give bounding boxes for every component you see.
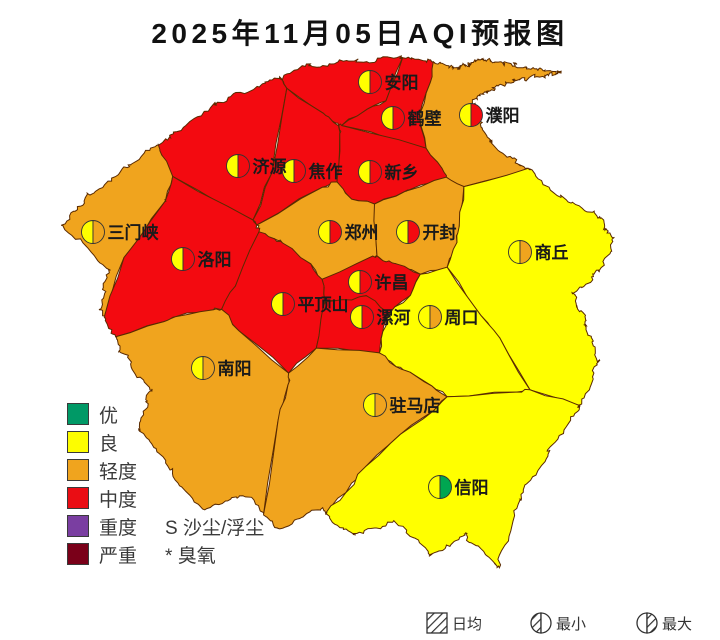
svg-text:三门峡: 三门峡: [108, 223, 160, 243]
svg-text:郑州: 郑州: [345, 223, 379, 243]
svg-text:焦作: 焦作: [308, 162, 343, 182]
svg-text:新乡: 新乡: [385, 163, 419, 183]
svg-text:信阳: 信阳: [455, 478, 489, 498]
svg-text:许昌: 许昌: [375, 273, 409, 293]
svg-text:漯河: 漯河: [377, 309, 411, 328]
svg-text:安阳: 安阳: [385, 73, 419, 93]
svg-text:驻马店: 驻马店: [390, 396, 441, 416]
svg-text:鹤壁: 鹤壁: [408, 109, 442, 129]
svg-text:商丘: 商丘: [535, 243, 569, 263]
svg-text:南阳: 南阳: [218, 359, 252, 379]
svg-text:开封: 开封: [423, 223, 457, 243]
svg-text:济源: 济源: [253, 157, 287, 177]
svg-text:濮阳: 濮阳: [486, 106, 520, 126]
svg-text:洛阳: 洛阳: [198, 250, 232, 270]
svg-text:周口: 周口: [445, 309, 479, 328]
svg-text:平顶山: 平顶山: [298, 296, 349, 315]
